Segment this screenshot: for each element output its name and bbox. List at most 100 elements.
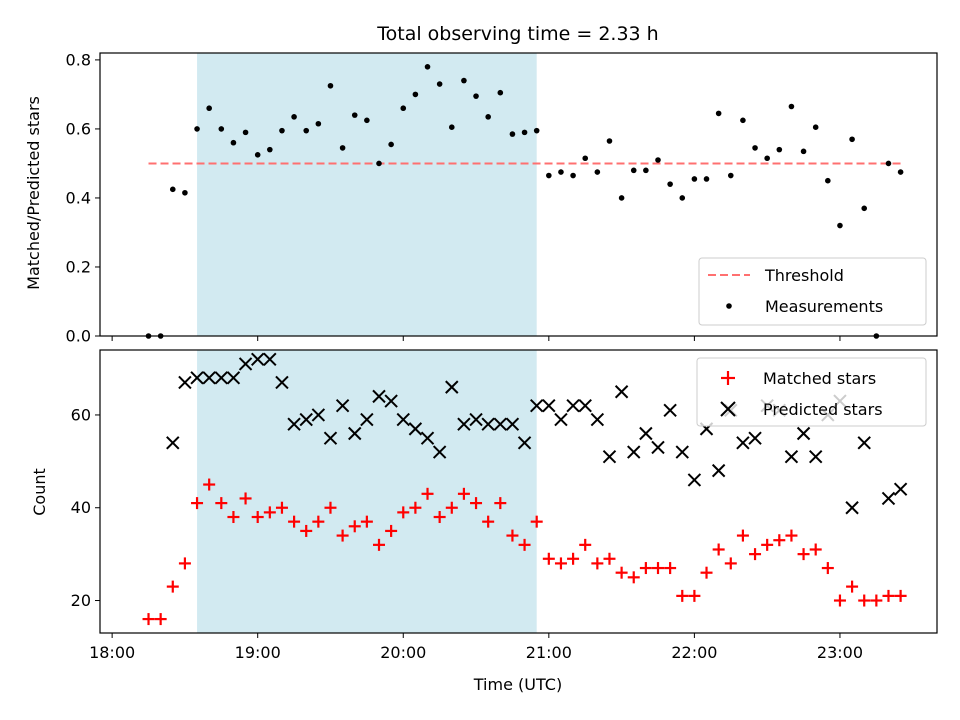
predicted-star-point <box>845 501 859 515</box>
measurement-point <box>558 169 564 175</box>
predicted-star-stroke <box>396 412 410 427</box>
legend-predicted-label: Predicted stars <box>763 400 883 419</box>
predicted-star-point <box>238 357 253 371</box>
measurements-series <box>145 64 904 339</box>
predicted-star-point <box>614 385 629 399</box>
matched-star-point <box>894 589 907 602</box>
measurement-point <box>655 157 661 163</box>
matched-star-point <box>300 524 313 537</box>
matched-star-point <box>203 478 216 491</box>
bottom-legend: Matched stars Predicted stars <box>696 357 927 427</box>
measurement-point <box>691 176 698 182</box>
matched-star-point <box>482 515 495 528</box>
predicted-star-stroke <box>457 417 471 431</box>
matched-star-point <box>712 543 725 556</box>
measurement-point <box>849 136 855 143</box>
measurement-point <box>218 126 225 132</box>
matched-star-point <box>870 594 883 607</box>
matched-star-point <box>761 538 774 551</box>
predicted-star-point <box>396 412 410 427</box>
legend-measurements-swatch <box>726 303 732 309</box>
x-tick-label: 22:00 <box>671 643 717 662</box>
x-tick-label: 21:00 <box>526 643 572 662</box>
measurement-point <box>521 129 528 136</box>
predicted-star-stroke <box>214 371 229 385</box>
measurement-point <box>861 205 868 212</box>
matched-star-point <box>397 506 410 519</box>
matched-star-point <box>385 524 398 537</box>
measurement-point <box>230 139 237 146</box>
bottom-y-tick-label: 60 <box>71 405 91 424</box>
top-legend: Threshold Measurements <box>698 257 927 326</box>
measurement-point <box>703 176 710 182</box>
matched-star-point <box>785 529 798 542</box>
measurement-point <box>630 167 637 174</box>
chart-title: Total observing time = 2.33 h <box>376 23 658 45</box>
matched-star-point <box>312 515 325 528</box>
predicted-star-point <box>493 417 508 431</box>
predicted-star-point <box>675 445 689 459</box>
matched-star-point <box>579 538 592 551</box>
predicted-star-stroke <box>857 436 871 450</box>
matched-star-point <box>749 548 762 561</box>
measurement-point <box>897 169 904 175</box>
measurement-point <box>800 148 807 155</box>
matched-star-point <box>530 515 543 528</box>
matched-star-point <box>227 511 240 524</box>
predicted-star-stroke <box>505 417 520 431</box>
matched-star-point <box>433 511 446 524</box>
predicted-star-point <box>748 431 762 445</box>
predicted-star-stroke <box>590 412 605 427</box>
measurement-point <box>546 172 552 179</box>
predicted-star-point <box>202 371 216 385</box>
predicted-star-stroke <box>554 412 568 427</box>
measurement-point <box>424 64 431 70</box>
matched-star-point <box>360 515 373 528</box>
predicted-star-point <box>469 412 483 427</box>
top-x-ticks <box>111 336 841 341</box>
matched-star-point <box>858 594 871 607</box>
legend-predicted-swatch <box>720 401 736 417</box>
predicted-star-point <box>627 445 641 459</box>
predicted-star-stroke <box>675 445 689 459</box>
measurement-point <box>412 91 419 98</box>
measurement-point <box>448 124 455 131</box>
measurement-point <box>206 105 212 112</box>
matched-star-point <box>809 543 822 556</box>
predicted-star-stroke <box>408 422 423 436</box>
matched-star-point <box>736 529 749 542</box>
matched-star-point <box>833 594 846 607</box>
predicted-star-point <box>578 398 592 413</box>
measurement-point <box>400 105 407 112</box>
predicted-star-stroke <box>263 352 277 366</box>
predicted-star-stroke <box>323 431 338 445</box>
matched-star-point <box>676 589 689 602</box>
measurement-point <box>351 112 358 118</box>
predicted-star-point <box>687 473 702 487</box>
matched-star-point <box>724 557 737 570</box>
predicted-star-point <box>663 403 677 418</box>
measurement-point <box>473 93 479 99</box>
predicted-star-point <box>651 440 665 455</box>
matched-star-point <box>275 501 288 514</box>
matched-star-point <box>664 562 677 575</box>
matched-star-point <box>797 548 810 561</box>
measurement-point <box>497 89 504 96</box>
predicted-star-stroke <box>372 389 386 404</box>
matched-star-point <box>494 497 507 510</box>
predicted-star-point <box>736 436 750 450</box>
top-y-axis-label: Matched/Predicted stars <box>24 96 43 290</box>
matched-star-point <box>348 520 361 533</box>
bottom-shaded-span <box>197 350 537 633</box>
measurement-point <box>764 155 770 162</box>
measurement-point <box>194 126 200 132</box>
predicted-star-stroke <box>881 491 896 506</box>
predicted-star-point <box>554 412 568 427</box>
matched-star-point <box>506 529 519 542</box>
bottom-panel: 20 40 60 18:00 19:00 20:00 21:00 22:00 23:00 Ti… <box>30 349 938 694</box>
matched-star-point <box>821 562 834 575</box>
matched-star-point <box>591 557 604 570</box>
predicted-star-stroke <box>360 412 374 427</box>
predicted-star-point <box>445 380 459 394</box>
predicted-star-point <box>311 408 326 422</box>
